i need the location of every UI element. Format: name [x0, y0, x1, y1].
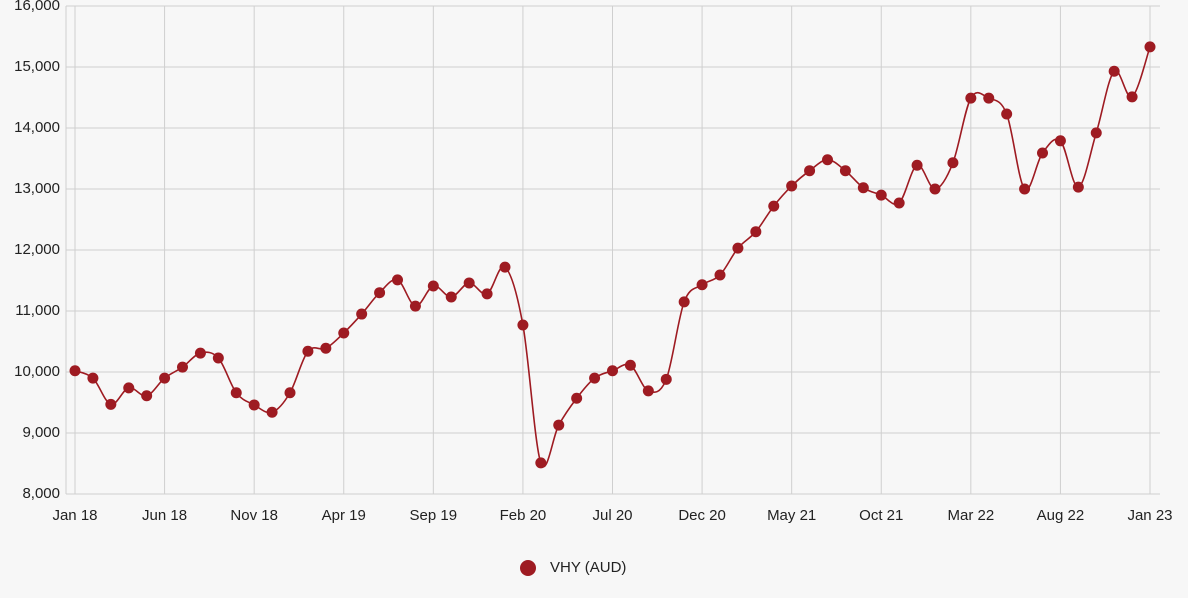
data-point — [517, 319, 529, 331]
data-point — [678, 296, 690, 308]
data-point — [553, 419, 565, 431]
y-tick-label: 14,000 — [14, 119, 60, 136]
data-point — [445, 291, 457, 303]
data-point — [177, 361, 188, 373]
data-point — [141, 390, 153, 402]
data-point — [105, 398, 117, 410]
data-point — [947, 157, 959, 169]
y-tick-label: 9,000 — [22, 424, 60, 441]
data-point — [87, 372, 99, 384]
data-point — [875, 189, 887, 201]
data-point — [230, 387, 242, 399]
data-point — [839, 165, 851, 177]
x-tick-label: Apr 19 — [322, 507, 366, 524]
data-point — [1144, 41, 1156, 53]
data-point — [320, 342, 332, 354]
data-point — [338, 327, 350, 339]
data-point — [804, 165, 816, 177]
data-point — [589, 372, 601, 384]
data-point — [1126, 91, 1138, 103]
data-point — [481, 288, 493, 300]
data-point — [1054, 135, 1066, 147]
data-point — [427, 280, 439, 292]
data-point — [893, 197, 905, 209]
data-point — [535, 457, 547, 469]
data-point — [212, 352, 224, 364]
x-tick-label: Jul 20 — [592, 507, 632, 524]
data-point — [822, 154, 833, 166]
y-tick-label: 16,000 — [14, 0, 60, 14]
data-point — [786, 180, 798, 192]
y-tick-label: 13,000 — [14, 180, 60, 197]
data-point — [1090, 127, 1102, 139]
data-point — [248, 399, 260, 411]
data-point — [1072, 181, 1084, 193]
data-point — [374, 287, 386, 299]
x-tick-label: Aug 22 — [1037, 507, 1085, 524]
data-point — [965, 92, 977, 104]
data-point — [929, 183, 941, 195]
x-tick-label: Jan 18 — [52, 507, 97, 524]
y-tick-label: 8,000 — [22, 485, 60, 502]
x-tick-label: May 21 — [767, 507, 816, 524]
data-point — [69, 365, 81, 377]
data-point — [159, 372, 171, 384]
x-tick-label: Mar 22 — [947, 507, 994, 524]
data-point — [392, 274, 403, 286]
data-point — [1001, 108, 1013, 120]
data-point — [194, 347, 206, 359]
y-tick-label: 12,000 — [14, 241, 60, 258]
data-point — [356, 308, 368, 320]
data-point — [284, 387, 296, 399]
data-point — [266, 406, 278, 418]
legend-label: VHY (AUD) — [550, 559, 626, 576]
data-point — [409, 300, 421, 312]
data-point — [732, 242, 744, 254]
data-point — [983, 92, 995, 104]
x-tick-label: Sep 19 — [410, 507, 458, 524]
data-point — [1108, 65, 1120, 77]
x-tick-label: Nov 18 — [230, 507, 278, 524]
y-tick-label: 11,000 — [15, 302, 60, 319]
y-tick-label: 10,000 — [14, 363, 60, 380]
data-point — [768, 200, 780, 212]
data-point — [1037, 147, 1048, 159]
data-point — [571, 392, 583, 404]
data-point — [696, 279, 708, 291]
data-point — [1019, 183, 1031, 195]
data-point — [857, 182, 869, 194]
x-tick-label: Oct 21 — [859, 507, 903, 524]
data-point — [123, 382, 135, 394]
data-point — [750, 226, 762, 238]
data-point — [642, 385, 654, 397]
data-point — [607, 365, 618, 377]
data-point — [714, 269, 726, 281]
data-point — [624, 359, 636, 371]
x-tick-label: Feb 20 — [500, 507, 547, 524]
data-point — [499, 261, 511, 273]
x-tick-label: Jun 18 — [142, 507, 187, 524]
data-point — [911, 159, 923, 171]
x-tick-label: Jan 23 — [1127, 507, 1172, 524]
x-tick-label: Dec 20 — [678, 507, 726, 524]
data-point — [660, 373, 672, 385]
data-point — [463, 277, 475, 289]
y-tick-label: 15,000 — [14, 58, 60, 75]
data-point — [302, 345, 314, 357]
legend-marker — [520, 560, 536, 576]
